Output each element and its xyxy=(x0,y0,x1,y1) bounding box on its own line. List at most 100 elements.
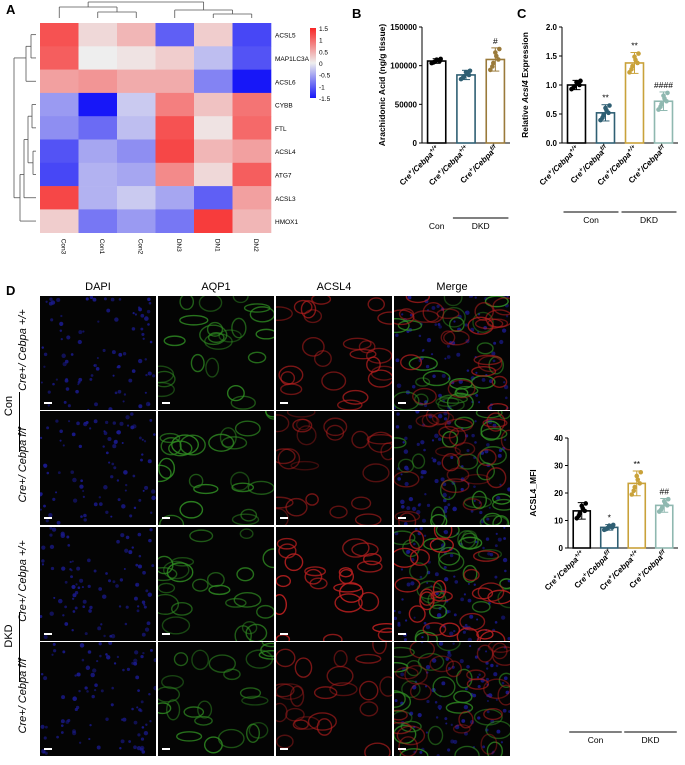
nucleus xyxy=(72,610,76,613)
nucleus xyxy=(491,752,494,755)
nucleus xyxy=(98,502,103,507)
nucleus xyxy=(400,568,404,571)
tubule-outline xyxy=(179,434,206,456)
acsl4-stain xyxy=(429,537,454,553)
nucleus xyxy=(485,661,489,665)
nucleus xyxy=(490,663,494,668)
nucleus xyxy=(49,533,53,537)
nucleus xyxy=(485,537,490,541)
acsl4-stain xyxy=(473,354,503,366)
tubule-outline xyxy=(460,532,479,550)
tubule-outline xyxy=(189,529,214,543)
nucleus xyxy=(463,731,468,736)
nucleus xyxy=(45,519,49,523)
nucleus xyxy=(416,509,421,515)
tubule-outline xyxy=(171,434,199,455)
acsl4-stain xyxy=(480,733,498,755)
acsl4-stain xyxy=(276,508,289,525)
nucleus xyxy=(407,296,412,300)
data-point xyxy=(488,67,493,73)
nucleus xyxy=(487,693,493,698)
nucleus xyxy=(500,741,504,744)
tubule-outline xyxy=(230,471,250,491)
nucleus xyxy=(135,563,139,567)
acsl4-stain xyxy=(342,337,372,351)
column-dendrogram xyxy=(58,1,253,18)
tubule-outline xyxy=(446,392,474,410)
tubule-outline xyxy=(436,642,461,652)
nucleus xyxy=(53,649,57,653)
scale-bar xyxy=(280,748,288,750)
heatmap-cell xyxy=(155,209,195,233)
heatmap-row-label: CYBB xyxy=(275,103,293,110)
nucleus xyxy=(128,378,133,383)
chart-acsl4-expression: 0.0 0.5 1.0 1.5 2.0 Relative Acsl4 Expression… xyxy=(520,23,678,225)
tubule-outline xyxy=(158,365,175,384)
nucleus xyxy=(487,552,491,556)
nucleus xyxy=(122,717,127,722)
y-axis-label: Relative Acsl4 Expression xyxy=(520,32,530,138)
tubule-outline xyxy=(255,328,274,340)
nucleus xyxy=(66,535,70,539)
data-point xyxy=(631,488,637,494)
tubule-outline xyxy=(475,411,503,419)
nucleus xyxy=(43,352,48,357)
acsl4-stain xyxy=(412,310,440,323)
nucleus xyxy=(424,685,428,688)
micrograph-merge-row-2 xyxy=(394,411,510,525)
nucleus xyxy=(146,621,151,626)
heatmap-cell xyxy=(232,69,272,94)
nucleus xyxy=(400,499,405,505)
nucleus xyxy=(41,559,45,563)
nucleus xyxy=(122,668,125,672)
heatmap-cell xyxy=(155,139,195,164)
heatmap-row-label: MAP1LC3A xyxy=(275,56,310,63)
nucleus xyxy=(72,593,77,598)
tubule-outline xyxy=(197,700,213,719)
nucleus xyxy=(435,716,439,719)
nucleus xyxy=(476,676,480,679)
nucleus xyxy=(464,623,468,627)
tubule-outline xyxy=(428,604,448,619)
tubule-outline xyxy=(234,420,261,437)
acsl4-stain xyxy=(342,538,370,558)
nucleus xyxy=(58,598,63,604)
heatmap-cell xyxy=(117,69,156,94)
nucleus xyxy=(90,672,95,678)
tubule-outline xyxy=(479,446,507,466)
nucleus xyxy=(119,747,122,750)
acsl4-stain xyxy=(365,347,392,364)
tubule-outline xyxy=(166,699,181,721)
tubule-outline xyxy=(485,720,510,740)
nucleus xyxy=(417,503,421,507)
nucleus xyxy=(486,443,490,447)
tubule-outline xyxy=(231,482,255,493)
tubule-outline xyxy=(427,725,444,746)
tubule-outline xyxy=(405,659,422,677)
nucleus xyxy=(397,610,402,614)
nucleus xyxy=(117,498,121,502)
nucleus xyxy=(40,508,42,511)
nucleus xyxy=(51,527,57,532)
scale-bar xyxy=(162,402,170,404)
acsl4-stain xyxy=(462,498,483,511)
tubule-outline xyxy=(499,578,510,590)
nucleus xyxy=(106,308,111,313)
nucleus xyxy=(93,419,98,424)
acsl4-stain xyxy=(476,644,494,663)
nucleus xyxy=(505,396,508,400)
acsl4-stain xyxy=(473,550,500,562)
nucleus xyxy=(408,424,413,429)
data-point xyxy=(582,508,588,514)
nucleus xyxy=(474,296,477,299)
nucleus xyxy=(434,572,439,577)
nucleus xyxy=(89,427,92,430)
tubule-outline xyxy=(260,642,274,658)
nucleus xyxy=(402,441,405,444)
acsl4-stain xyxy=(280,371,296,386)
scale-bar xyxy=(398,633,406,635)
acsl4-stain xyxy=(487,589,510,605)
group-label: DKD xyxy=(640,215,658,225)
tubule-outline xyxy=(190,353,205,373)
nucleus xyxy=(472,693,477,698)
